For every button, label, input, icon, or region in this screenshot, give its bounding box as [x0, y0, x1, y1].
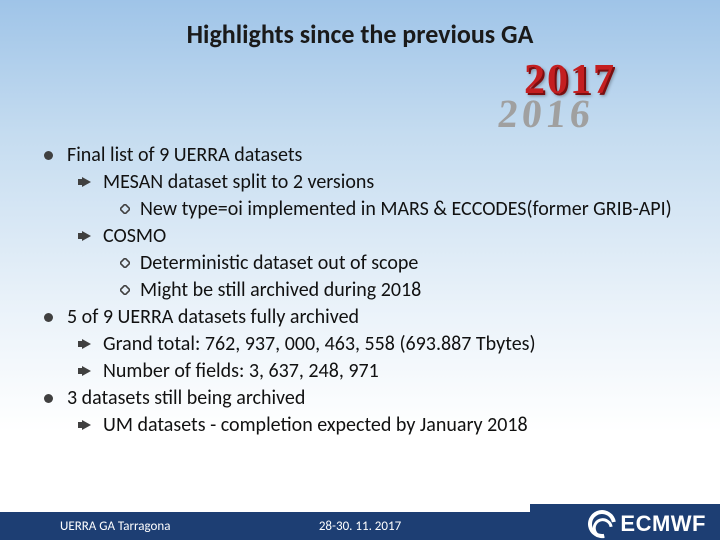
- bullet-arrow-icon: [82, 420, 91, 430]
- list-item: 3 datasets still being archived: [44, 385, 680, 412]
- bullet-text: Grand total: 762, 937, 000, 463, 558 (69…: [103, 331, 536, 358]
- list-item: Grand total: 762, 937, 000, 463, 558 (69…: [82, 331, 680, 358]
- bullet-dot-icon: [44, 313, 53, 322]
- bullet-text: 3 datasets still being archived: [67, 385, 305, 412]
- year-graphic: 2016 2017: [498, 56, 648, 126]
- content-body: Final list of 9 UERRA datasets MESAN dat…: [44, 142, 680, 439]
- bullet-text: UM datasets - completion expected by Jan…: [103, 412, 528, 439]
- logo-swirl-icon: [583, 505, 622, 540]
- list-item: Number of fields: 3, 637, 248, 971: [82, 358, 680, 385]
- bullet-dot-icon: [44, 394, 53, 403]
- list-item: Deterministic dataset out of scope: [120, 250, 680, 277]
- bullet-arrow-icon: [82, 231, 91, 241]
- list-item: COSMO: [82, 223, 680, 250]
- bullet-diamond-icon: [120, 204, 130, 214]
- list-item: MESAN dataset split to 2 versions: [82, 169, 680, 196]
- bullet-diamond-icon: [120, 285, 130, 295]
- bullet-arrow-icon: [82, 177, 91, 187]
- logo-text: ECMWF: [620, 511, 706, 537]
- slide-title: Highlights since the previous GA: [40, 18, 680, 50]
- list-item: 5 of 9 UERRA datasets fully archived: [44, 304, 680, 331]
- list-item: Might be still archived during 2018: [120, 277, 680, 304]
- bullet-text: Number of fields: 3, 637, 248, 971: [103, 358, 379, 385]
- year-front-text: 2017: [524, 56, 616, 104]
- list-item: Final list of 9 UERRA datasets: [44, 142, 680, 169]
- footer: UERRA GA Tarragona 28-30. 11. 2017 ECMWF: [0, 504, 720, 540]
- bullet-text: Deterministic dataset out of scope: [140, 250, 418, 277]
- bullet-arrow-icon: [82, 339, 91, 349]
- bullet-diamond-icon: [120, 258, 130, 268]
- list-item: New type=oi implemented in MARS & ECCODE…: [120, 196, 680, 223]
- slide: Highlights since the previous GA 2016 20…: [0, 0, 720, 540]
- bullet-text: Final list of 9 UERRA datasets: [67, 142, 302, 169]
- bullet-text: New type=oi implemented in MARS & ECCODE…: [140, 196, 672, 223]
- bullet-dot-icon: [44, 151, 53, 160]
- bullet-text: COSMO: [103, 223, 166, 250]
- bullet-arrow-icon: [82, 366, 91, 376]
- bullet-text: Might be still archived during 2018: [140, 277, 421, 304]
- ecmwf-logo: ECMWF: [588, 510, 706, 538]
- list-item: UM datasets - completion expected by Jan…: [82, 412, 680, 439]
- bullet-text: 5 of 9 UERRA datasets fully archived: [67, 304, 359, 331]
- bullet-text: MESAN dataset split to 2 versions: [103, 169, 374, 196]
